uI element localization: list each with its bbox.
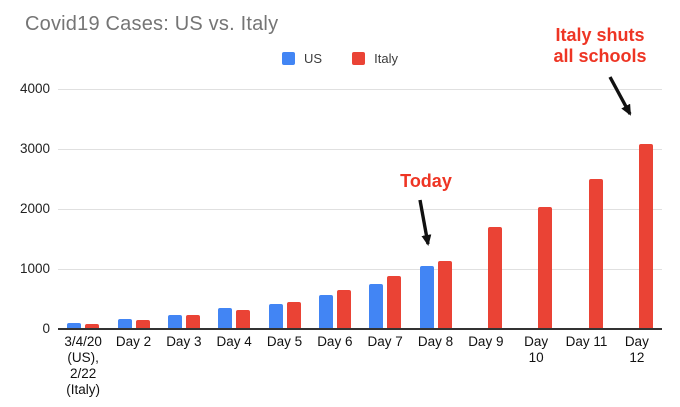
bar-italy-10 <box>538 206 553 329</box>
y-tick-label: 4000 <box>19 81 50 96</box>
bar-italy-4 <box>236 309 251 329</box>
x-tick-label: 3/4/20 (US), 2/22 (Italy) <box>64 334 102 397</box>
plot-area <box>58 89 662 330</box>
bar-us-5 <box>268 303 283 329</box>
y-tick-label: 0 <box>42 321 50 336</box>
x-tick-label: Day 3 <box>166 334 202 349</box>
chart-title: Covid19 Cases: US vs. Italy <box>25 13 279 35</box>
x-tick-label: Day 12 <box>624 334 649 365</box>
x-tick-label: Day 6 <box>317 334 353 349</box>
us-legend-swatch-icon <box>282 52 296 65</box>
legend-label-italy: Italy <box>374 51 398 66</box>
bar-italy-1 <box>85 324 100 329</box>
y-tick-label: 3000 <box>19 141 50 156</box>
legend-item-italy: Italy <box>352 51 398 66</box>
x-axis-line <box>58 328 662 330</box>
bar-us-3 <box>167 314 182 329</box>
bar-italy-6 <box>336 289 351 329</box>
bar-italy-3 <box>185 315 200 329</box>
x-tick-label: Day 7 <box>367 334 403 349</box>
bar-italy-7 <box>387 275 402 329</box>
x-tick-label: Day 4 <box>216 334 252 349</box>
bar-italy-8 <box>437 261 452 329</box>
gridline <box>58 89 662 90</box>
bar-us-7 <box>369 284 384 329</box>
bar-italy-9 <box>487 227 502 329</box>
bar-italy-5 <box>286 301 301 329</box>
y-tick-label: 2000 <box>19 201 50 216</box>
bar-us-1 <box>67 323 82 329</box>
x-tick-label: Day 11 <box>565 334 608 349</box>
x-tick-label: Day 10 <box>524 334 549 365</box>
legend: US Italy <box>0 51 680 66</box>
bar-us-8 <box>419 266 434 329</box>
x-tick-label: Day 9 <box>468 334 504 349</box>
legend-label-us: US <box>304 51 323 66</box>
schools-arrow-icon <box>608 76 632 116</box>
bar-italy-2 <box>135 319 150 329</box>
y-tick-label: 1000 <box>19 261 50 276</box>
gridline <box>58 209 662 210</box>
italy-legend-swatch-icon <box>352 52 366 65</box>
bar-italy-11 <box>588 178 603 329</box>
gridline <box>58 149 662 150</box>
x-tick-label: Day 8 <box>417 334 454 349</box>
italy-shuts-schools-annotation: Italy shuts all schools <box>553 25 647 66</box>
today-arrow-icon <box>418 199 432 246</box>
bar-us-4 <box>218 308 233 329</box>
gridline <box>58 269 662 270</box>
today-annotation: Today <box>400 171 452 191</box>
bar-us-6 <box>318 295 333 329</box>
x-tick-label: Day 5 <box>266 334 303 349</box>
bar-us-2 <box>117 319 132 329</box>
bar-italy-12 <box>638 143 653 329</box>
x-tick-label: Day 2 <box>115 334 152 349</box>
legend-item-us: US <box>282 51 322 66</box>
